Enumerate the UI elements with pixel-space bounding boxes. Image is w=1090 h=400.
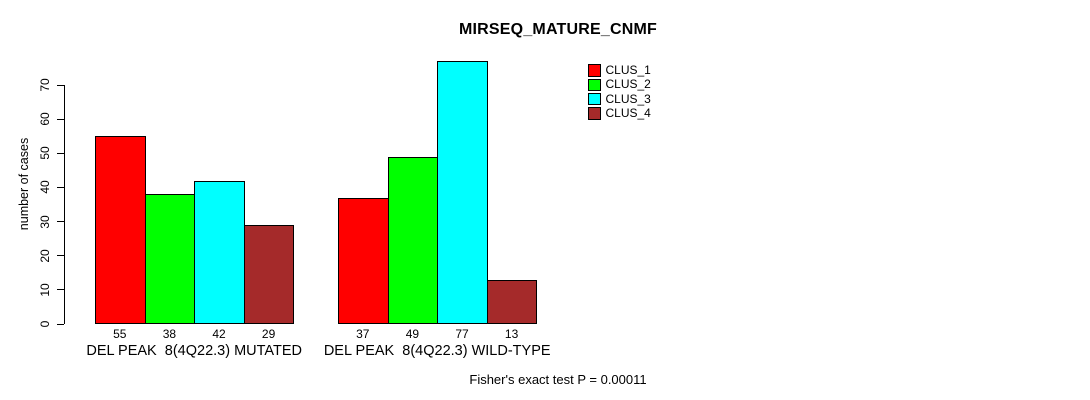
legend-label: CLUS_3 [605, 91, 651, 106]
y-axis-tick [57, 289, 64, 291]
x-category-label: DEL PEAK 8(4Q22.3) WILD-TYPE [323, 343, 551, 359]
y-axis-line [64, 85, 65, 324]
y-axis-tick-label: 30 [38, 214, 52, 229]
y-axis-tick-label: 50 [38, 146, 52, 160]
y-axis-label: number of cases [17, 137, 31, 231]
y-axis-tick-label: 70 [38, 78, 52, 92]
y-axis-tick [57, 186, 64, 188]
y-axis-tick [57, 323, 64, 325]
y-axis-tick [57, 221, 64, 223]
legend-swatch-clus_2 [588, 78, 601, 92]
bar-value-label: 42 [212, 327, 226, 341]
bar-value-label: 29 [261, 327, 276, 341]
y-axis-tick-label: 10 [38, 283, 52, 297]
legend-item-clus_2: CLUS_2 [588, 77, 651, 92]
y-axis-tick [57, 255, 64, 257]
x-category-label: DEL PEAK 8(4Q22.3) MUTATED [86, 343, 303, 359]
legend-label: CLUS_1 [605, 63, 651, 77]
bar-clus_3-group1 [194, 180, 245, 324]
legend-swatch-clus_3 [588, 92, 601, 106]
y-axis-tick [57, 152, 64, 154]
bar-value-label: 38 [162, 327, 177, 341]
bar-clus_4-group2 [486, 279, 538, 324]
y-axis-tick-label: 60 [38, 112, 52, 126]
bar-value-label: 77 [455, 327, 469, 341]
legend-item-clus_1: CLUS_1 [588, 64, 651, 77]
bar-clus_2-group2 [387, 156, 439, 324]
bar-value-label: 55 [113, 327, 127, 341]
legend-swatch-clus_4 [588, 107, 601, 120]
bar-value-label: 37 [356, 327, 370, 341]
legend-label: CLUS_4 [605, 105, 651, 120]
legend-swatch-clus_1 [588, 64, 601, 77]
bar-value-label: 13 [504, 327, 519, 341]
y-axis-tick-label: 20 [38, 249, 52, 263]
y-axis-tick-label: 0 [38, 320, 52, 328]
bar-clus_1-group1 [95, 136, 146, 324]
bar-clus_4-group1 [243, 224, 295, 324]
chart-title: MIRSEQ_MATURE_CNMF [459, 21, 657, 38]
y-axis-tick [57, 118, 64, 120]
legend-item-clus_4: CLUS_4 [588, 105, 651, 120]
y-axis-tick [57, 84, 64, 86]
legend-label: CLUS_2 [605, 77, 651, 92]
y-axis-tick-label: 40 [38, 180, 52, 195]
bar-value-label: 49 [405, 327, 420, 341]
legend-item-clus_3: CLUS_3 [588, 91, 651, 106]
bar-clus_1-group2 [338, 197, 389, 324]
bar-clus_2-group1 [144, 194, 196, 324]
fisher-test-annotation: Fisher's exact test P = 0.00011 [469, 372, 647, 387]
bar-clus_3-group2 [437, 61, 488, 324]
